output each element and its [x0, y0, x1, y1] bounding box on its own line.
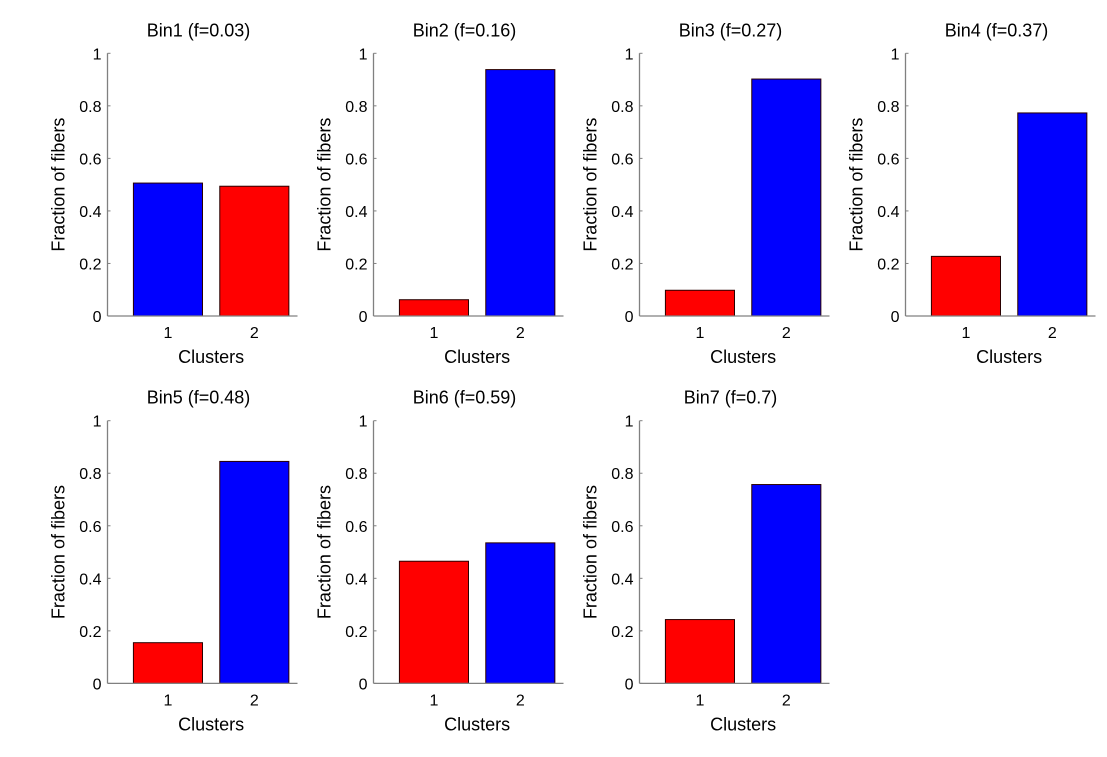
y-tick-label: 0.6 [79, 519, 101, 536]
y-tick-label: 0 [359, 309, 368, 326]
bar-cluster-2 [1017, 112, 1088, 317]
y-axis-label: Fraction of fibers [49, 118, 69, 252]
y-tick-label: 1 [359, 46, 368, 63]
x-tick-label: 1 [164, 325, 173, 342]
y-tick-label: 0 [625, 676, 634, 693]
subplot-bin4: 0 0.2 0.4 0.6 0.8 1 1 2 Bin4 (f=0.37) Clusters Fra… [847, 20, 1096, 367]
y-tick-label: 0.4 [611, 571, 633, 588]
y-tick-label: 0 [93, 676, 102, 693]
subplot-title: Bin3 (f=0.27) [679, 20, 783, 40]
subplot-bin5: 0 0.2 0.4 0.6 0.8 1 1 2 Bin5 (f=0.48) Clusters Fra… [49, 388, 298, 734]
bar-cluster-2 [485, 69, 556, 317]
x-axis-label: Clusters [710, 347, 776, 367]
y-tick-label: 0 [891, 309, 900, 326]
bar-cluster-2 [485, 542, 556, 684]
subplot-title: Bin7 (f=0.7) [684, 388, 778, 408]
y-tick-label: 0.8 [611, 466, 633, 483]
x-tick-label: 2 [782, 325, 791, 342]
subplot-title: Bin6 (f=0.59) [413, 388, 517, 408]
x-tick-label: 2 [1048, 325, 1057, 342]
subplot-title: Bin5 (f=0.48) [147, 388, 251, 408]
y-tick-label: 0.4 [877, 204, 899, 221]
x-tick-label: 1 [696, 692, 705, 709]
y-tick-label: 0.4 [345, 204, 367, 221]
y-tick-label: 0.8 [79, 466, 101, 483]
y-tick-label: 0.6 [345, 151, 367, 168]
y-axis-label: Fraction of fibers [315, 485, 335, 619]
y-tick-label: 0.8 [345, 466, 367, 483]
bar-cluster-1 [398, 560, 469, 684]
bar-cluster-1 [132, 642, 203, 684]
y-tick-label: 0 [359, 676, 368, 693]
x-tick-label: 2 [782, 692, 791, 709]
y-axis-label: Fraction of fibers [847, 118, 867, 252]
y-tick-label: 0.8 [877, 99, 899, 116]
bar-cluster-2 [219, 460, 290, 684]
bar-cluster-1 [930, 255, 1001, 317]
y-tick-label: 1 [891, 46, 900, 63]
y-tick-label: 0.6 [611, 519, 633, 536]
x-tick-label: 1 [696, 325, 705, 342]
y-tick-label: 0.8 [611, 99, 633, 116]
y-tick-label: 0.2 [79, 256, 101, 273]
y-tick-label: 1 [93, 414, 102, 431]
y-tick-label: 0.2 [79, 624, 101, 641]
subplot-title: Bin4 (f=0.37) [945, 20, 1049, 40]
bar-cluster-1 [398, 299, 469, 317]
bar-cluster-1 [664, 619, 735, 684]
subplot-bin6: 0 0.2 0.4 0.6 0.8 1 1 2 Bin6 (f=0.59) Clusters Fra… [315, 388, 564, 734]
y-axis-label: Fraction of fibers [581, 118, 601, 252]
x-axis-label: Clusters [178, 347, 244, 367]
y-tick-label: 0.8 [345, 99, 367, 116]
y-tick-label: 1 [359, 414, 368, 431]
y-tick-label: 0.8 [79, 99, 101, 116]
subplot-bin7: 0 0.2 0.4 0.6 0.8 1 1 2 Bin7 (f=0.7) Clusters Frac… [581, 388, 830, 734]
y-tick-label: 0.4 [79, 204, 101, 221]
y-axis-label: Fraction of fibers [315, 118, 335, 252]
y-tick-label: 0.2 [611, 256, 633, 273]
x-axis-label: Clusters [444, 347, 510, 367]
y-tick-label: 0.2 [611, 624, 633, 641]
y-tick-label: 0 [93, 309, 102, 326]
subplot-title: Bin2 (f=0.16) [413, 20, 517, 40]
subplot-bin2: 0 0.2 0.4 0.6 0.8 1 1 2 Bin2 (f=0.16) Clusters Fra… [315, 20, 564, 367]
bar-cluster-2 [751, 78, 822, 317]
subplot-title: Bin1 (f=0.03) [147, 20, 251, 40]
y-tick-label: 1 [625, 46, 634, 63]
subplot-bin1: 0 0.2 0.4 0.6 0.8 1 1 2 Bin1 (f=0.03) Clusters Fra… [49, 20, 298, 367]
x-tick-label: 1 [430, 325, 439, 342]
y-tick-label: 0.6 [345, 519, 367, 536]
x-tick-label: 1 [430, 692, 439, 709]
x-axis-label: Clusters [444, 714, 510, 734]
y-tick-label: 1 [625, 414, 634, 431]
y-tick-label: 0.6 [79, 151, 101, 168]
y-tick-label: 0.4 [345, 571, 367, 588]
x-axis-label: Clusters [710, 714, 776, 734]
x-axis-label: Clusters [178, 714, 244, 734]
x-tick-label: 2 [516, 692, 525, 709]
bar-cluster-1 [664, 289, 735, 317]
subplot-bin3: 0 0.2 0.4 0.6 0.8 1 1 2 Bin3 (f=0.27) Clusters Fra… [581, 20, 830, 367]
y-tick-label: 0 [625, 309, 634, 326]
bar-cluster-2 [219, 185, 290, 317]
x-tick-label: 2 [250, 692, 259, 709]
x-tick-label: 1 [164, 692, 173, 709]
y-tick-label: 0.6 [877, 151, 899, 168]
bar-cluster-1 [132, 182, 203, 317]
y-tick-label: 0.2 [877, 256, 899, 273]
y-tick-label: 0.2 [345, 624, 367, 641]
y-tick-label: 0.4 [79, 571, 101, 588]
y-tick-label: 0.6 [611, 151, 633, 168]
bar-cluster-2 [751, 484, 822, 684]
x-axis-label: Clusters [976, 347, 1042, 367]
y-axis-label: Fraction of fibers [49, 485, 69, 619]
x-tick-label: 1 [962, 325, 971, 342]
x-tick-label: 2 [516, 325, 525, 342]
y-tick-label: 1 [93, 46, 102, 63]
y-tick-label: 0.4 [611, 204, 633, 221]
y-tick-label: 0.2 [345, 256, 367, 273]
x-tick-label: 2 [250, 325, 259, 342]
y-axis-label: Fraction of fibers [581, 485, 601, 619]
